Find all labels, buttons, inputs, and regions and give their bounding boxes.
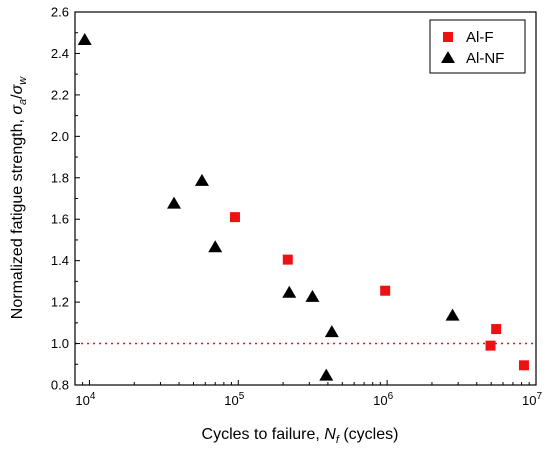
y-tick-label: 2.4 [51, 46, 69, 61]
legend-label: Al-F [466, 29, 494, 46]
x-tick-label: 107 [522, 391, 542, 408]
x-axis-title: Cycles to failure, Nf (cycles) [202, 426, 399, 446]
legend-al-f-marker [443, 32, 453, 42]
y-tick-label: 1.2 [51, 295, 69, 310]
al-f-point [485, 340, 496, 351]
legend-label: Al-NF [466, 50, 504, 67]
al-nf-point [167, 196, 182, 209]
y-tick-label: 0.8 [51, 378, 69, 393]
y-tick-label: 1.4 [51, 253, 69, 268]
al-f-point [229, 212, 240, 223]
al-nf-point [445, 308, 460, 321]
al-nf-point [324, 325, 339, 338]
al-nf-point [208, 240, 223, 253]
al-f-point [282, 254, 293, 265]
y-tick-label: 1.6 [51, 212, 69, 227]
x-tick-label: 105 [224, 391, 244, 408]
y-axis-title: Normalized fatigue strength, σa/σw [9, 76, 29, 319]
al-nf-point [305, 289, 320, 302]
al-f-point [518, 360, 529, 371]
legend-box [429, 19, 526, 74]
al-f-point [380, 285, 391, 296]
y-tick-label: 2.2 [51, 87, 69, 102]
al-nf-point [282, 285, 297, 298]
y-tick-label: 1.0 [51, 336, 69, 351]
legend-al-nf-marker [441, 51, 455, 63]
al-nf-point [319, 368, 334, 381]
al-nf-point [194, 173, 209, 186]
al-nf-point [77, 32, 92, 45]
x-tick-label: 106 [373, 391, 393, 408]
al-f-point [491, 324, 502, 335]
x-tick-label: 104 [75, 391, 95, 408]
y-tick-label: 2.6 [51, 5, 69, 20]
y-tick-label: 2.0 [51, 129, 69, 144]
y-tick-label: 1.8 [51, 170, 69, 185]
